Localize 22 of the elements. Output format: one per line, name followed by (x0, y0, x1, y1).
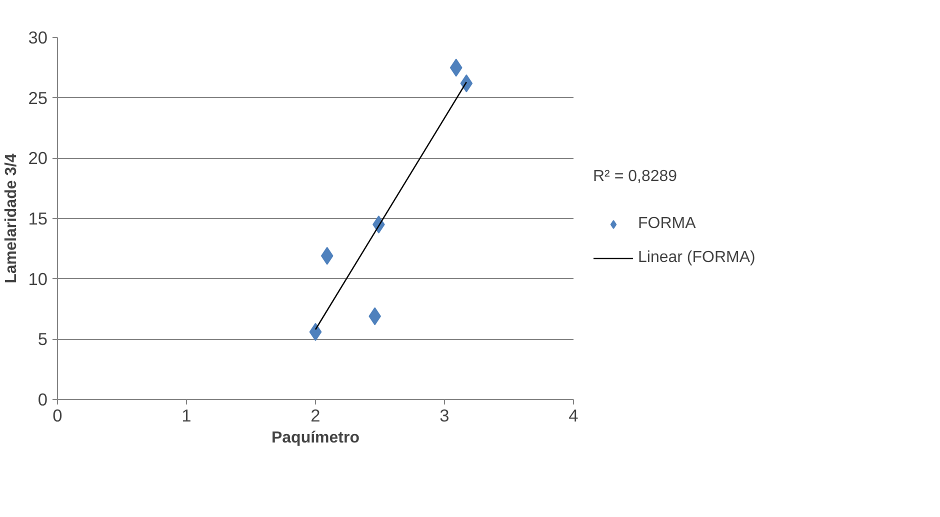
point (450, 58, 462, 77)
point (460, 74, 473, 92)
legend-label: Linear (FORMA) (638, 249, 756, 267)
y-tick-label: 0 (38, 390, 48, 410)
y-tick-label: 20 (28, 148, 48, 168)
legend-label: FORMA (638, 215, 696, 233)
point (320, 246, 334, 265)
x-tick-label: 0 (52, 406, 62, 426)
y-axis-title: Lamelaridade 3/4 (3, 153, 20, 284)
text: R² = 0,8289 (593, 168, 678, 186)
x-tick-label: 3 (440, 406, 450, 426)
point (368, 307, 382, 326)
y-tick-label: 10 (28, 268, 48, 289)
y-tick-label: 15 (28, 208, 48, 228)
y-tick-label: 5 (38, 329, 48, 350)
x-tick-label: 2 (310, 406, 320, 426)
x-tick-label: 1 (182, 406, 192, 426)
y-tick-label: 30 (28, 28, 48, 48)
x-tick-label: 4 (568, 406, 579, 426)
point (309, 322, 322, 341)
x-axis-title: Paquímetro (271, 430, 360, 446)
y-tick-label: 25 (28, 88, 48, 108)
